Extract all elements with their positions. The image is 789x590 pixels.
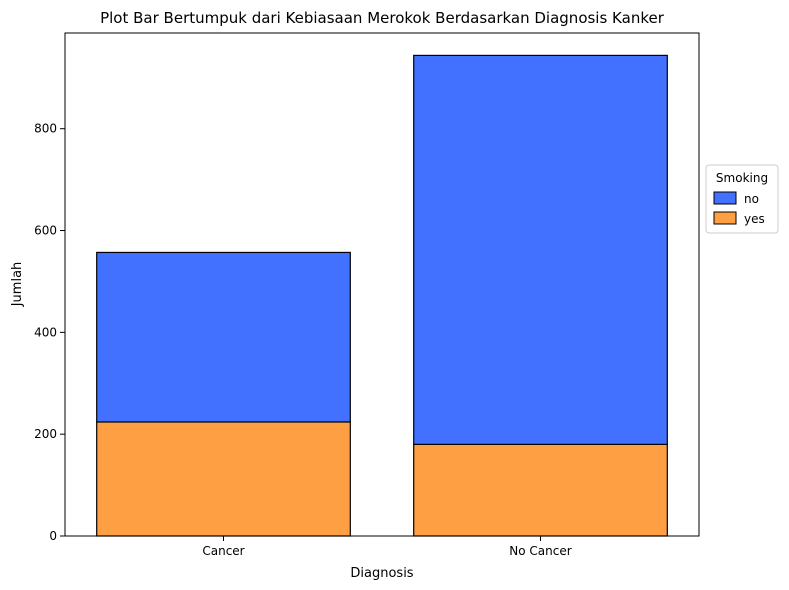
- legend: Smoking no yes: [705, 164, 779, 234]
- bars-group: [96, 54, 668, 537]
- x-tick-label: Cancer: [202, 544, 244, 558]
- x-axis-label: Diagnosis: [350, 566, 413, 581]
- x-tick-label: No Cancer: [509, 544, 571, 558]
- x-axis: Cancer No Cancer: [202, 536, 572, 558]
- bar-cancer-no: [96, 251, 351, 423]
- bar-no-cancer-no: [413, 54, 668, 445]
- chart-title: Plot Bar Bertumpuk dari Kebiasaan Meroko…: [100, 9, 665, 27]
- legend-title: Smoking: [716, 171, 768, 185]
- legend-swatch-yes: [713, 211, 737, 225]
- y-axis-label: Jumlah: [10, 262, 25, 308]
- plot-frame: [64, 32, 700, 537]
- bar-cancer-yes: [96, 421, 351, 537]
- y-tick-label: 600: [34, 224, 57, 238]
- y-tick-label: 400: [34, 325, 57, 339]
- legend-label-no: no: [744, 192, 759, 206]
- legend-swatch-no: [713, 191, 737, 205]
- y-tick-label: 800: [34, 122, 57, 136]
- y-tick-label: 200: [34, 427, 57, 441]
- y-axis: 0 200 400 600 800: [34, 122, 65, 543]
- y-tick-label: 0: [49, 529, 57, 543]
- bar-no-cancer-yes: [413, 443, 668, 537]
- legend-label-yes: yes: [744, 212, 765, 226]
